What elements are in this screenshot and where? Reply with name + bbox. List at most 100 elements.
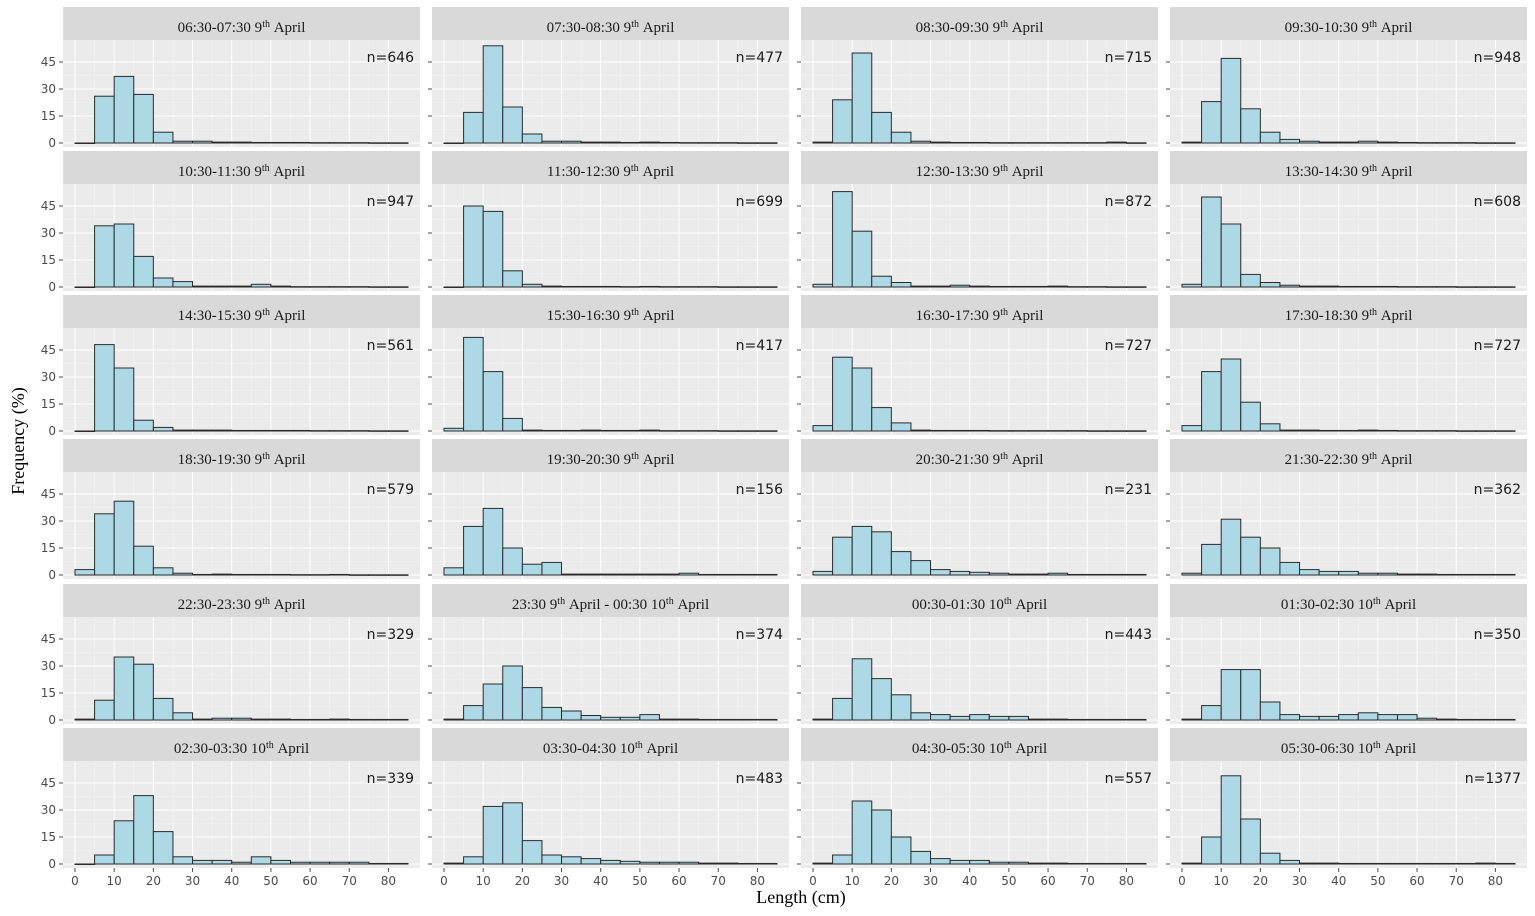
histogram-bar: [94, 513, 115, 576]
histogram-bar: [387, 142, 409, 144]
histogram-bar: [211, 573, 233, 576]
histogram-bar: [658, 861, 680, 865]
histogram-bar: [231, 861, 252, 865]
x-tick-label: 80: [1488, 874, 1503, 888]
facet-strip-label: 03:30-04:30 10th April: [543, 740, 678, 758]
histogram-bar: [348, 718, 370, 721]
facet-strip-label: 08:30-09:30 9th April: [916, 19, 1044, 37]
facet-panel: 15:30-16:30 9th April n=417: [428, 295, 789, 435]
histogram-bar: [152, 277, 174, 288]
histogram-bar: [309, 718, 331, 721]
histogram-bar: [152, 426, 174, 432]
histogram-bar: [113, 656, 135, 721]
histogram-bar: [1086, 718, 1108, 721]
histogram-bar: [541, 140, 563, 144]
histogram-bar: [890, 131, 912, 144]
facet-strip: [432, 295, 789, 328]
histogram-bar: [541, 706, 563, 721]
histogram-bar: [600, 429, 621, 432]
facet-strip-label: 20:30-21:30 9th April: [916, 451, 1044, 469]
histogram-bar: [1494, 862, 1516, 865]
x-tick-label: 30: [1292, 874, 1307, 888]
histogram-bar: [717, 718, 739, 721]
histogram-bar: [949, 284, 971, 288]
facet-strip: [1170, 584, 1527, 617]
histogram-bar: [1201, 543, 1222, 576]
facet-strip: [1170, 7, 1527, 40]
histogram-bar: [521, 840, 543, 865]
facet-strip-label: 15:30-16:30 9th April: [547, 307, 675, 325]
histogram-bar: [1106, 718, 1127, 721]
x-tick-label: 70: [1080, 874, 1095, 888]
histogram-bar: [1181, 862, 1203, 865]
histogram-bar: [910, 560, 932, 576]
facet-strip: [801, 151, 1158, 184]
facet-panel: 13:30-14:30 9th April n=608: [1166, 151, 1527, 291]
x-tick-label: 60: [1040, 874, 1055, 888]
histogram-bar: [988, 715, 1010, 721]
facet-strip: [432, 7, 789, 40]
facet-strip: [801, 7, 1158, 40]
histogram-bar: [329, 286, 350, 288]
histogram-bar: [1259, 701, 1281, 721]
histogram-bar: [1008, 715, 1029, 721]
histogram-bar: [1475, 862, 1496, 865]
histogram-bar: [969, 714, 990, 721]
sample-size-label: n=646: [367, 50, 414, 66]
histogram-bar: [192, 429, 213, 432]
histogram-bar: [172, 281, 194, 288]
facet-strip-label: 01:30-02:30 10th April: [1281, 596, 1416, 614]
histogram-bar: [309, 286, 331, 288]
histogram-bar: [1106, 141, 1127, 144]
histogram-bar: [1086, 573, 1108, 576]
histogram-bar: [717, 142, 739, 144]
facet-panel: 12:30-13:30 9th April n=872: [797, 151, 1158, 291]
histogram-bar: [113, 223, 135, 288]
x-tick-label: 40: [962, 874, 977, 888]
histogram-bar: [619, 860, 641, 865]
histogram-bar: [329, 573, 350, 576]
histogram-bar: [969, 859, 990, 865]
y-tick-label: 45: [41, 343, 56, 357]
x-tick-label: 70: [711, 874, 726, 888]
histogram-bar: [812, 862, 834, 865]
histogram-bar: [1455, 430, 1477, 432]
histogram-bar: [368, 574, 389, 576]
histogram-bar: [368, 286, 389, 288]
histogram-bar: [890, 282, 912, 288]
x-tick-label: 0: [71, 874, 79, 888]
histogram-bar: [289, 286, 311, 288]
histogram-bar: [580, 858, 602, 865]
histogram-bar: [1220, 358, 1242, 432]
histogram-bar: [502, 270, 523, 288]
histogram-bar: [580, 141, 602, 144]
histogram-bar: [1125, 286, 1147, 288]
facet-panel: 05:30-06:30 10th April n=1377 0 10 20 30 40 50 6…: [1166, 728, 1527, 888]
sample-size-label: n=417: [736, 338, 783, 354]
histogram-bar: [94, 699, 115, 721]
histogram-bar: [910, 429, 932, 432]
facet-strip: [801, 584, 1158, 617]
histogram-bar: [580, 573, 602, 576]
histogram-bar: [348, 286, 370, 288]
histogram-bar: [1047, 285, 1069, 288]
facet-panel: 21:30-22:30 9th April n=362: [1166, 439, 1527, 579]
histogram-bar: [756, 718, 778, 721]
histogram-bar: [1067, 862, 1088, 865]
histogram-bar: [832, 697, 853, 721]
histogram-bar: [211, 859, 233, 865]
histogram-bar: [368, 142, 389, 144]
histogram-bar: [74, 569, 96, 576]
histogram-bar: [1240, 669, 1261, 721]
histogram-bar: [1436, 430, 1457, 432]
histogram-bar: [1259, 282, 1281, 288]
histogram-bar: [289, 574, 311, 576]
x-tick-label: 70: [1449, 874, 1464, 888]
histogram-bar: [756, 142, 778, 144]
histogram-bar: [1436, 142, 1457, 144]
histogram-bar: [910, 285, 932, 288]
histogram-bar: [969, 571, 990, 576]
histogram-bar: [658, 430, 680, 432]
histogram-bar: [1279, 859, 1301, 865]
x-tick-label: 50: [263, 874, 278, 888]
